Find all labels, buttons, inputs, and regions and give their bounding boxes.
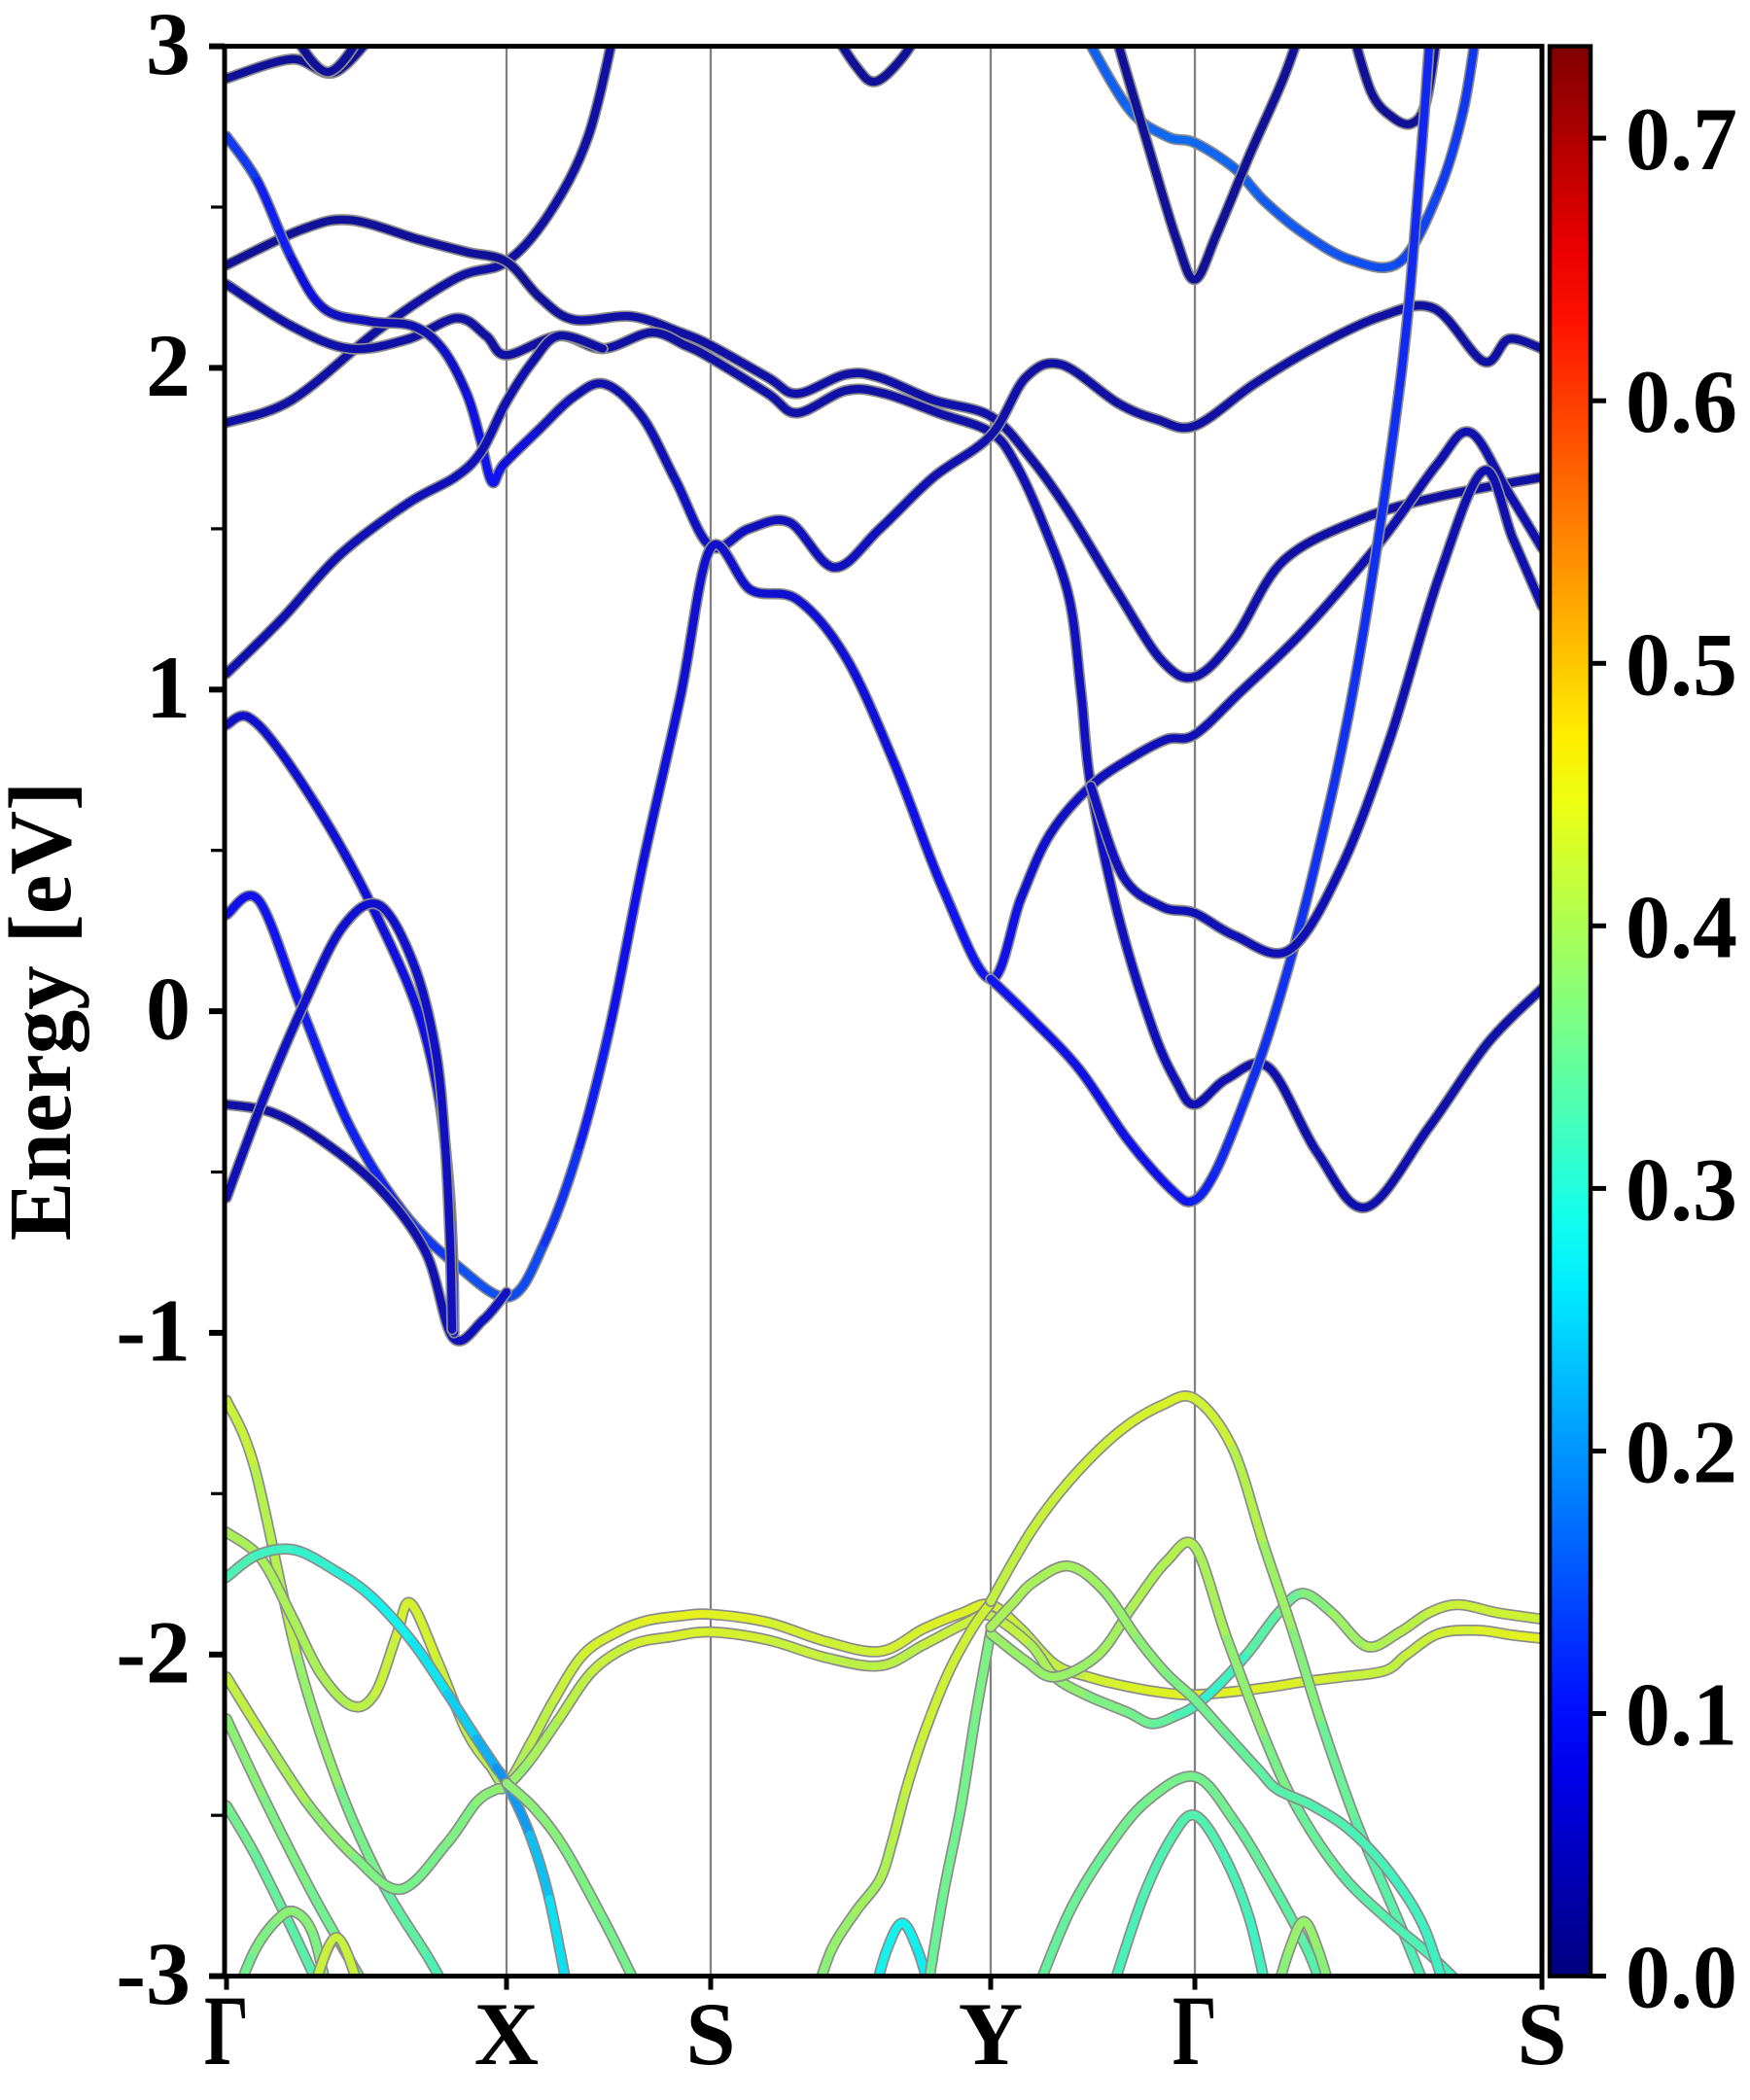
svg-text:Γ: Γ bbox=[204, 1976, 249, 2086]
svg-text:0: 0 bbox=[146, 960, 191, 1059]
svg-text:0.5: 0.5 bbox=[1626, 614, 1737, 714]
svg-text:Energy [eV]: Energy [eV] bbox=[0, 782, 89, 1242]
svg-text:0.4: 0.4 bbox=[1626, 877, 1737, 976]
svg-text:0.6: 0.6 bbox=[1626, 352, 1737, 451]
svg-text:X: X bbox=[474, 1984, 539, 2083]
svg-text:3: 3 bbox=[146, 0, 191, 93]
svg-text:2: 2 bbox=[146, 316, 191, 415]
svg-text:-1: -1 bbox=[116, 1280, 191, 1380]
svg-text:0.3: 0.3 bbox=[1626, 1139, 1737, 1239]
svg-text:Γ: Γ bbox=[1172, 1976, 1217, 2086]
svg-text:-3: -3 bbox=[116, 1924, 191, 2023]
svg-text:0.0: 0.0 bbox=[1626, 1928, 1737, 2027]
svg-text:S: S bbox=[1517, 1984, 1566, 2083]
svg-text:0.2: 0.2 bbox=[1626, 1403, 1737, 1502]
svg-text:0.1: 0.1 bbox=[1626, 1665, 1737, 1765]
svg-text:1: 1 bbox=[146, 638, 191, 737]
svg-text:S: S bbox=[685, 1984, 735, 2083]
svg-text:-2: -2 bbox=[116, 1602, 191, 1701]
svg-text:0.7: 0.7 bbox=[1626, 89, 1737, 189]
svg-text:Y: Y bbox=[959, 1984, 1023, 2083]
